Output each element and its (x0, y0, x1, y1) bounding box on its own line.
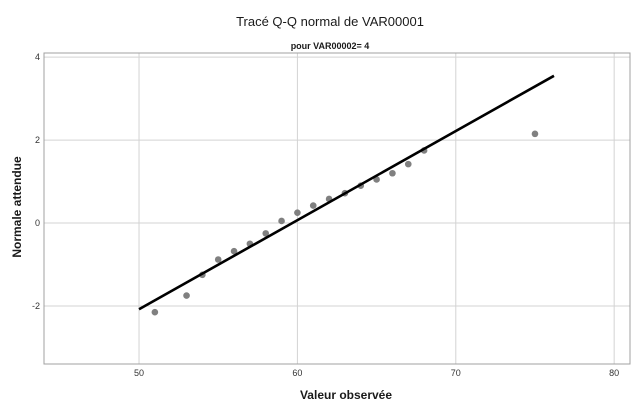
y-tick-label: 2 (35, 135, 40, 145)
x-axis-label: Valeur observée (300, 388, 392, 401)
reference-line (138, 74, 555, 311)
chart-subtitle: pour VAR00002= 4 (291, 41, 370, 51)
x-tick-label: 60 (292, 368, 302, 378)
chart-title: Tracé Q-Q normal de VAR00001 (236, 14, 424, 29)
data-point (214, 256, 222, 263)
data-point (151, 308, 159, 316)
plot-frame (43, 52, 631, 365)
data-point (230, 247, 238, 255)
y-tick-label: 4 (35, 52, 40, 62)
tick-labels: 50 60 70 80 4 2 0 -2 (32, 52, 619, 378)
y-tick-label: 0 (35, 218, 40, 228)
data-point (262, 230, 270, 237)
data-point (404, 160, 412, 168)
data-point (389, 169, 396, 177)
y-tick-label: -2 (32, 301, 40, 311)
x-tick-label: 50 (134, 368, 144, 378)
data-point (309, 202, 317, 209)
data-point (183, 292, 190, 299)
x-tick-label: 70 (451, 368, 461, 378)
data-point (531, 130, 539, 138)
y-axis-label: Normale attendue (10, 156, 24, 258)
grid-lines (44, 53, 630, 364)
x-tick-label: 80 (609, 368, 619, 378)
data-point (278, 217, 285, 225)
data-point (294, 209, 301, 216)
